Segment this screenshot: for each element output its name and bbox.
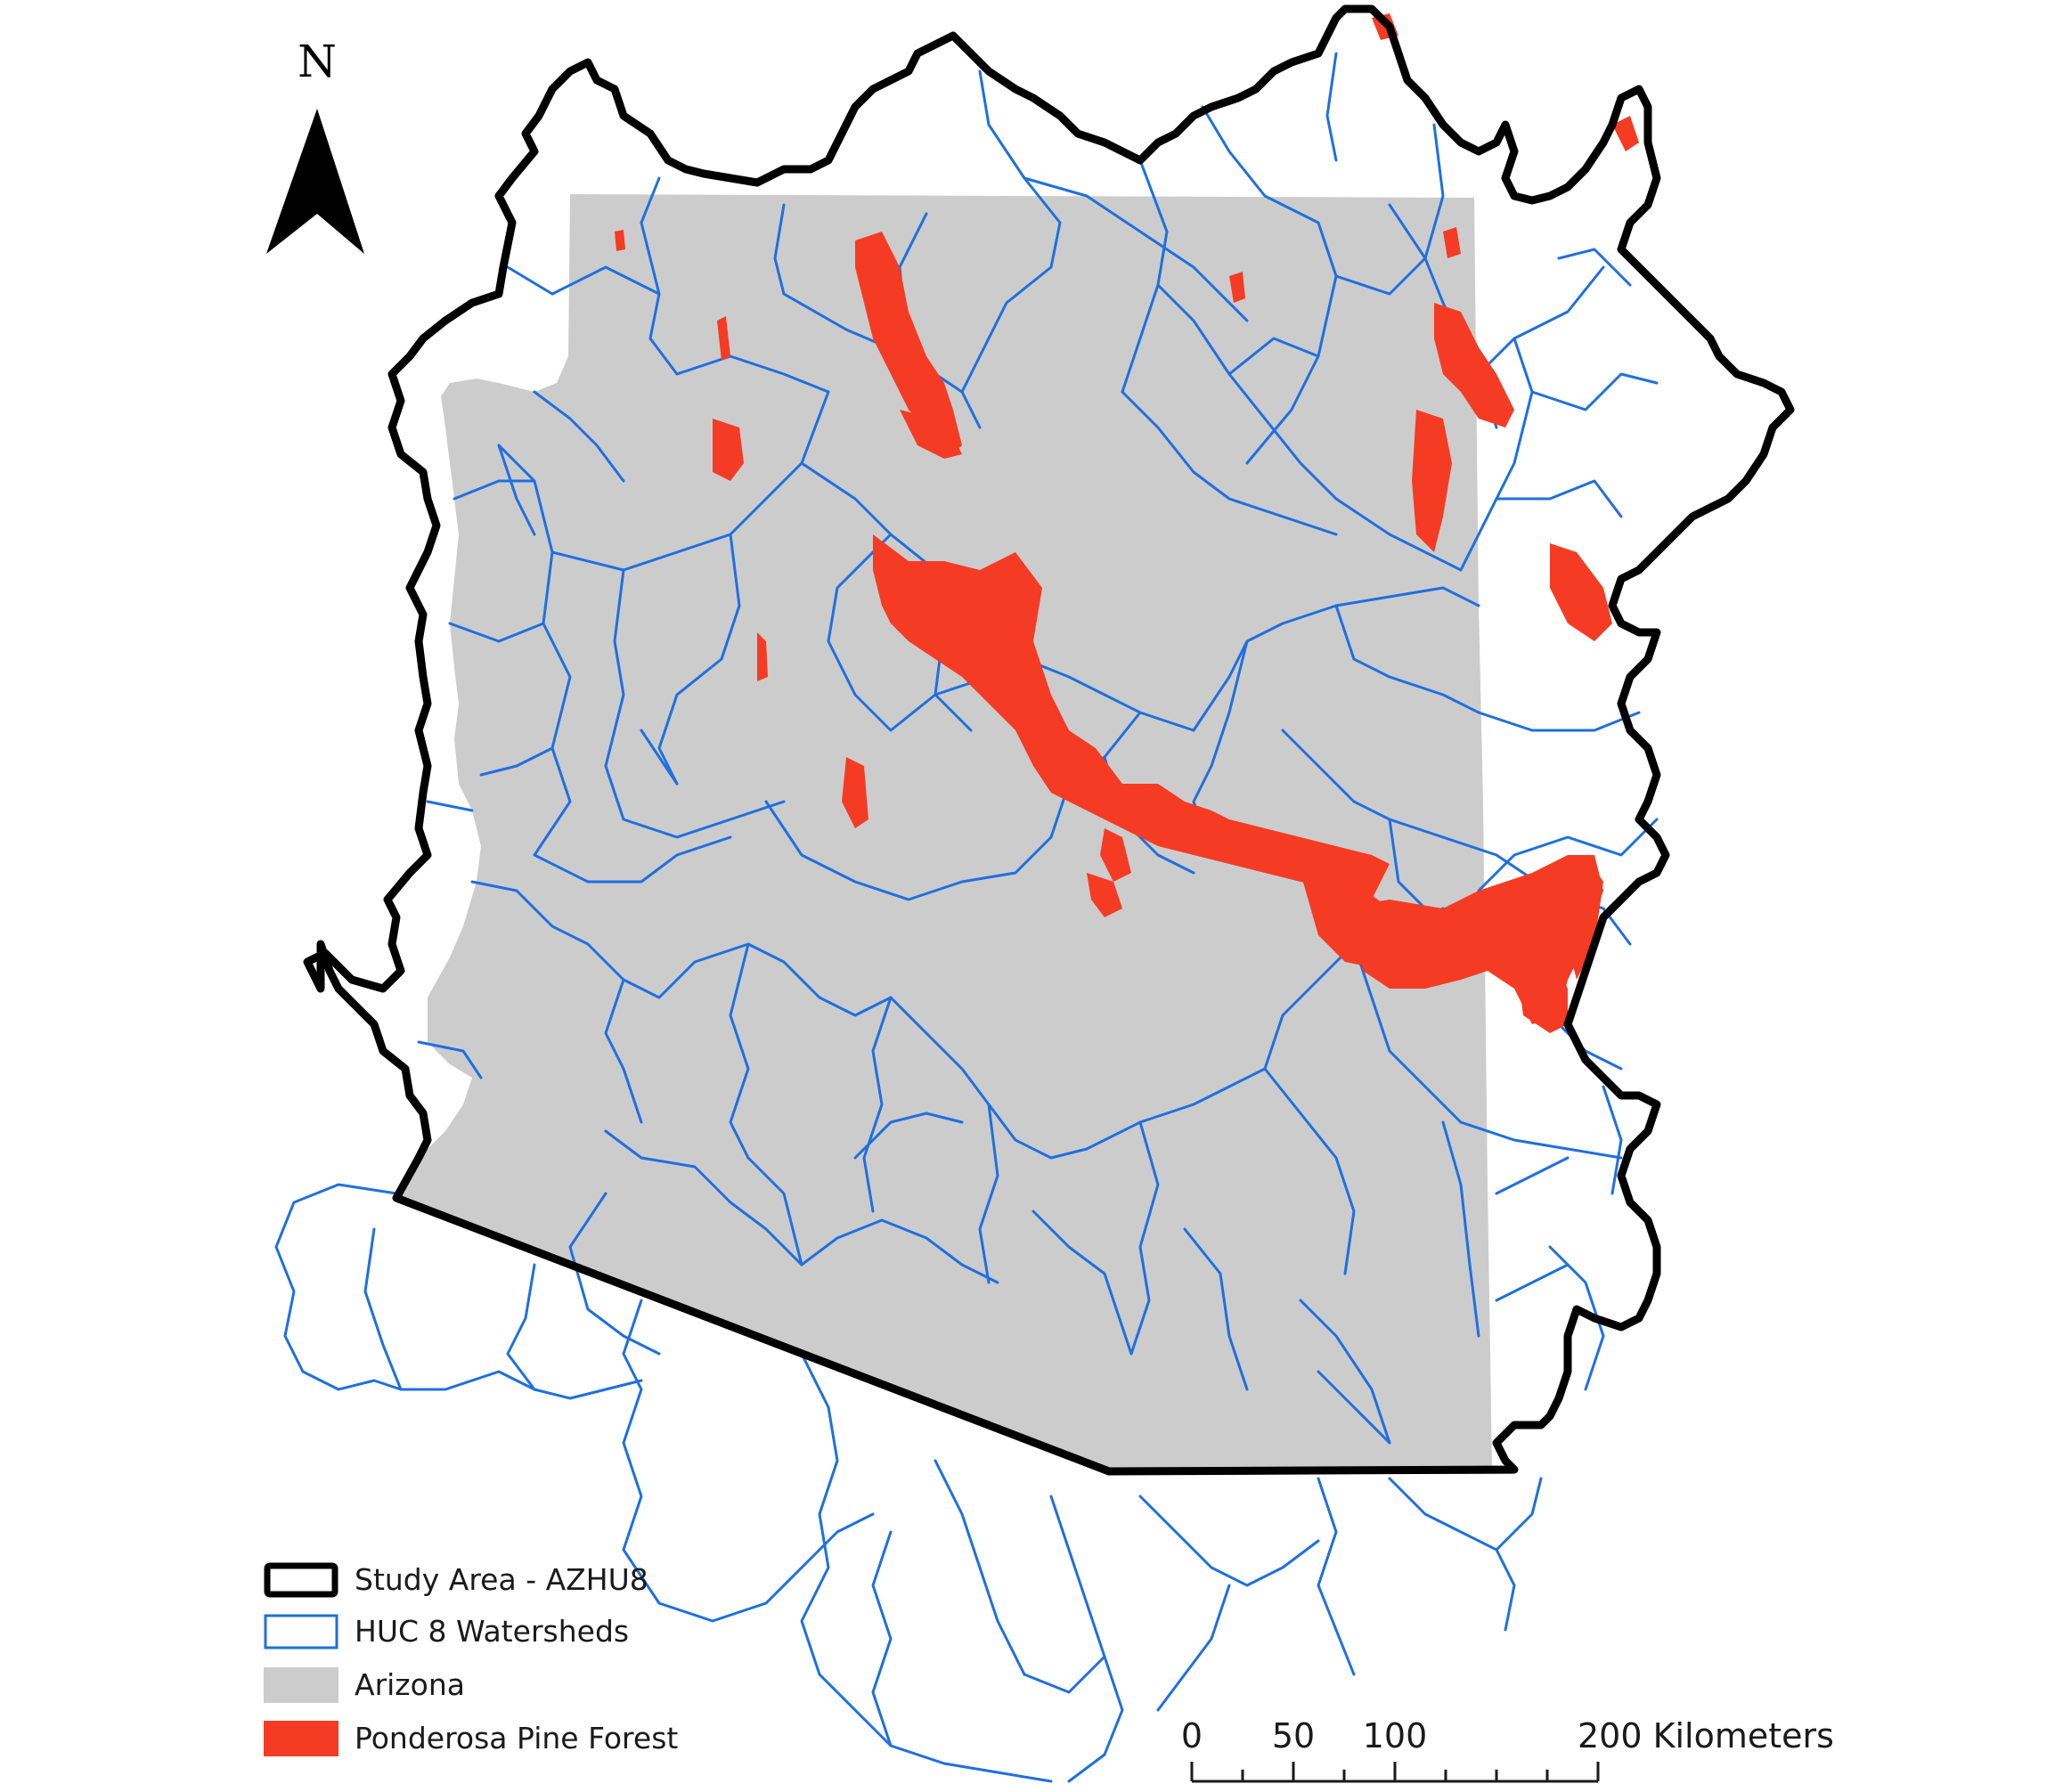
study-area-outline: [303, 4, 1795, 1476]
arizona-state-fill: [396, 194, 1514, 1474]
scale-label-50: 50: [1271, 1716, 1316, 1755]
scale-bar: [1190, 1762, 1600, 1783]
legend-label-arizona: Arizona: [355, 1667, 465, 1702]
legend-swatch-arizona: [264, 1667, 338, 1703]
legend-swatch-watersheds: [264, 1614, 338, 1649]
north-arrow-icon: [266, 109, 364, 254]
north-label: N: [298, 36, 337, 87]
legend-swatch-study-area: [264, 1562, 338, 1598]
legend-label-study-area: Study Area - AZHU8: [355, 1562, 648, 1597]
scale-label-0: 0: [1180, 1716, 1203, 1755]
legend-swatch-ponderosa: [264, 1721, 338, 1756]
scale-label-200: 200 Kilometers: [1577, 1716, 1834, 1755]
scale-label-100: 100: [1362, 1716, 1428, 1755]
legend-label-watersheds: HUC 8 Watersheds: [355, 1614, 630, 1649]
legend-label-ponderosa: Ponderosa Pine Forest: [355, 1721, 679, 1755]
